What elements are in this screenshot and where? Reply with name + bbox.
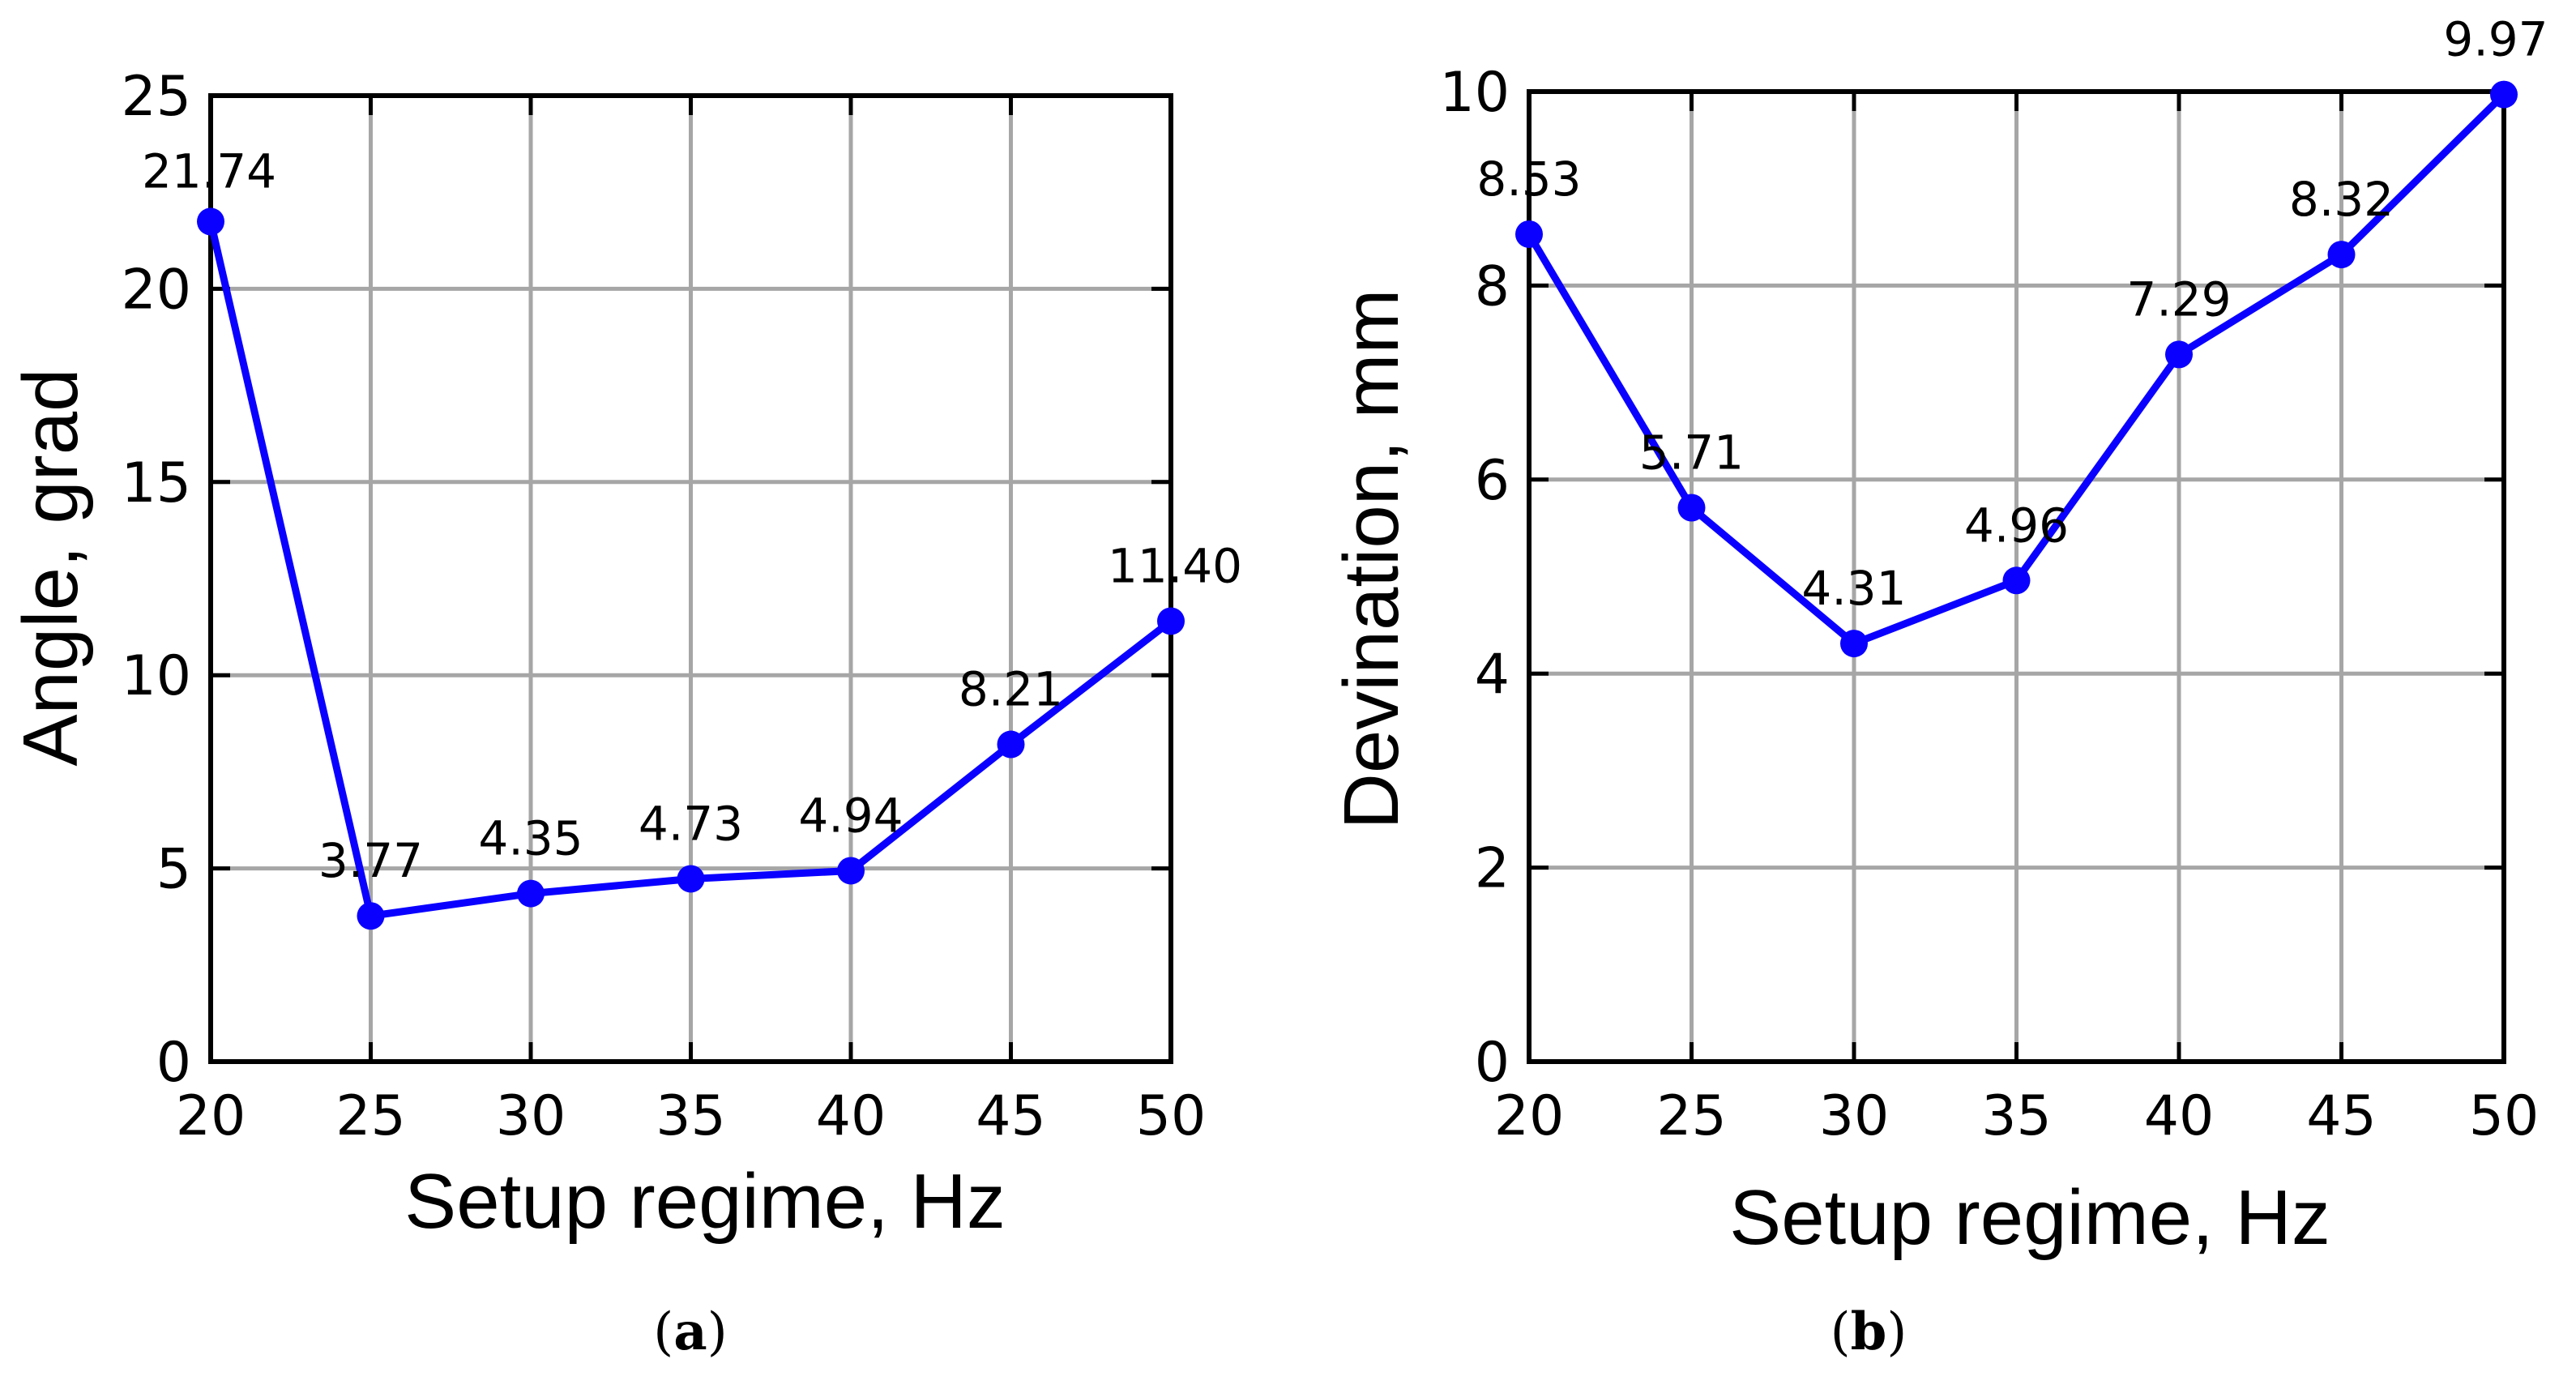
- data-point: [2002, 566, 2031, 595]
- data-label: 9.97: [2443, 12, 2548, 67]
- data-label: 4.94: [798, 788, 903, 843]
- data-label: 4.35: [478, 811, 583, 866]
- data-label: 3.77: [318, 833, 423, 888]
- x-axis-title-b: Setup regime, Hz: [1729, 1174, 2330, 1261]
- x-tick-label: 20: [1494, 1084, 1565, 1148]
- y-tick-label: 10: [1439, 61, 1510, 125]
- y-tick-label: 10: [121, 644, 191, 708]
- panel-label-a-open: (: [653, 1302, 673, 1362]
- ticks-a: 20 25 30 35 40 45 50 0 5 10 15 20 25: [121, 65, 1206, 1148]
- y-tick-label: 5: [156, 838, 191, 902]
- x-tick-label: 50: [1136, 1084, 1207, 1148]
- data-label: 7.29: [2126, 271, 2231, 327]
- data-point: [2327, 241, 2356, 269]
- data-label: 4.96: [1964, 498, 2069, 553]
- panel-label-a-close: ): [707, 1302, 728, 1362]
- ticks-b: 20 25 30 35 40 45 50 0 2 4 6 8 10: [1439, 61, 2539, 1148]
- panel-label-b-open: (: [1831, 1302, 1851, 1362]
- x-tick-label: 35: [1981, 1084, 2052, 1148]
- y-tick-label: 8: [1475, 254, 1510, 318]
- x-tick-label: 25: [335, 1084, 406, 1148]
- data-label: 8.53: [1476, 152, 1581, 207]
- y-tick-label: 0: [156, 1031, 191, 1095]
- y-tick-label: 2: [1475, 837, 1510, 901]
- panel-label-a-letter: a: [673, 1301, 707, 1362]
- panel-label-b-letter: b: [1851, 1301, 1887, 1362]
- series-b: 8.53 5.71 4.31 4.96 7.29 8.32 9.97: [1476, 12, 2548, 658]
- data-label: 4.31: [1801, 561, 1906, 616]
- panel-a: 20 25 30 35 40 45 50 0 5 10 15 20 25 21.74 3.77 4.35 4.…: [7, 65, 1242, 1362]
- y-tick-label: 0: [1475, 1031, 1510, 1095]
- y-axis-title-b: Devination, mm: [1328, 289, 1415, 830]
- x-tick-label: 50: [2469, 1084, 2540, 1148]
- data-point: [1157, 607, 1185, 635]
- x-tick-label: 45: [976, 1084, 1046, 1148]
- data-label: 8.32: [2289, 172, 2394, 227]
- data-point: [677, 865, 705, 893]
- panel-label-b-close: ): [1886, 1302, 1907, 1362]
- x-axis-title-a: Setup regime, Hz: [404, 1158, 1006, 1245]
- y-tick-label: 25: [121, 65, 191, 129]
- x-tick-label: 35: [656, 1084, 726, 1148]
- data-point: [517, 879, 545, 908]
- x-tick-label: 40: [2144, 1084, 2215, 1148]
- data-point: [1515, 220, 1543, 248]
- panel-label-b: (b): [1831, 1301, 1907, 1362]
- y-tick-label: 20: [121, 258, 191, 322]
- data-label: 8.21: [959, 662, 1063, 717]
- data-label: 4.73: [639, 796, 743, 851]
- x-tick-label: 40: [816, 1084, 886, 1148]
- x-tick-label: 20: [176, 1084, 246, 1148]
- data-point: [2165, 340, 2193, 369]
- x-tick-label: 45: [2306, 1084, 2377, 1148]
- data-label: 5.71: [1639, 425, 1744, 481]
- data-point: [2490, 80, 2518, 109]
- y-tick-label: 4: [1475, 643, 1510, 707]
- x-tick-label: 25: [1656, 1084, 1727, 1148]
- grid-a: [211, 96, 1171, 1062]
- panel-b: 20 25 30 35 40 45 50 0 2 4 6 8 10 8.53 5.71 4.31 4.96 7.…: [1328, 12, 2548, 1362]
- data-point: [1677, 494, 1706, 522]
- data-point: [197, 207, 224, 236]
- data-label: 21.74: [142, 143, 276, 199]
- data-point: [357, 902, 385, 930]
- x-tick-label: 30: [496, 1084, 566, 1148]
- y-axis-title-a: Angle, grad: [7, 368, 94, 766]
- data-point: [837, 857, 865, 885]
- data-point: [997, 730, 1025, 759]
- data-label: 11.40: [1108, 538, 1242, 593]
- y-tick-label: 15: [121, 451, 191, 515]
- x-tick-label: 30: [1819, 1084, 1890, 1148]
- series-a: 21.74 3.77 4.35 4.73 4.94 8.21 11.40: [142, 143, 1242, 930]
- data-point: [1840, 630, 1868, 658]
- panel-label-a: (a): [653, 1301, 727, 1362]
- y-tick-label: 6: [1475, 449, 1510, 513]
